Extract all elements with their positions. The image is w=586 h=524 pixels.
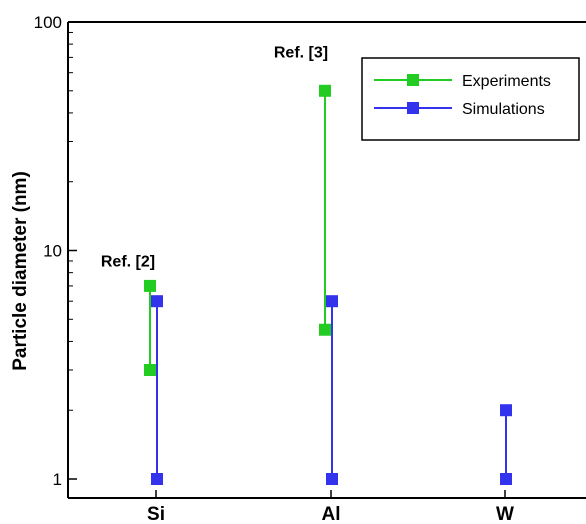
y-tick-label: 1 xyxy=(53,470,62,489)
data-point xyxy=(151,295,163,308)
data-marks xyxy=(144,84,512,485)
annotations: Ref. [2] Ref. [3] xyxy=(101,44,328,270)
y-tick-label: 10 xyxy=(43,242,62,261)
data-point xyxy=(151,473,163,485)
annotation-label: Ref. [2] xyxy=(101,254,155,271)
legend-box xyxy=(361,57,580,141)
x-tick-label: Al xyxy=(322,504,341,524)
legend-marker xyxy=(407,102,419,114)
data-point xyxy=(500,473,512,485)
legend-label: Simulations xyxy=(462,101,545,118)
annotation-label: Ref. [3] xyxy=(274,44,328,61)
x-tick-label: Si xyxy=(147,504,165,524)
legend-label: Experiments xyxy=(462,73,551,90)
data-point xyxy=(319,323,331,336)
data-point xyxy=(326,473,338,485)
y-axis-label: Particle diameter (nm) xyxy=(10,171,31,371)
x-tick-label: W xyxy=(496,504,514,524)
legend-marker xyxy=(407,74,419,86)
data-point xyxy=(144,363,156,376)
data-point xyxy=(144,279,156,292)
legend: Experiments Simulations xyxy=(361,57,580,141)
y-tick-label: 100 xyxy=(34,13,62,32)
data-point xyxy=(326,295,338,308)
data-point xyxy=(500,404,512,417)
axes: 1 10 100 Si Al W xyxy=(34,13,586,524)
data-point xyxy=(319,84,331,97)
